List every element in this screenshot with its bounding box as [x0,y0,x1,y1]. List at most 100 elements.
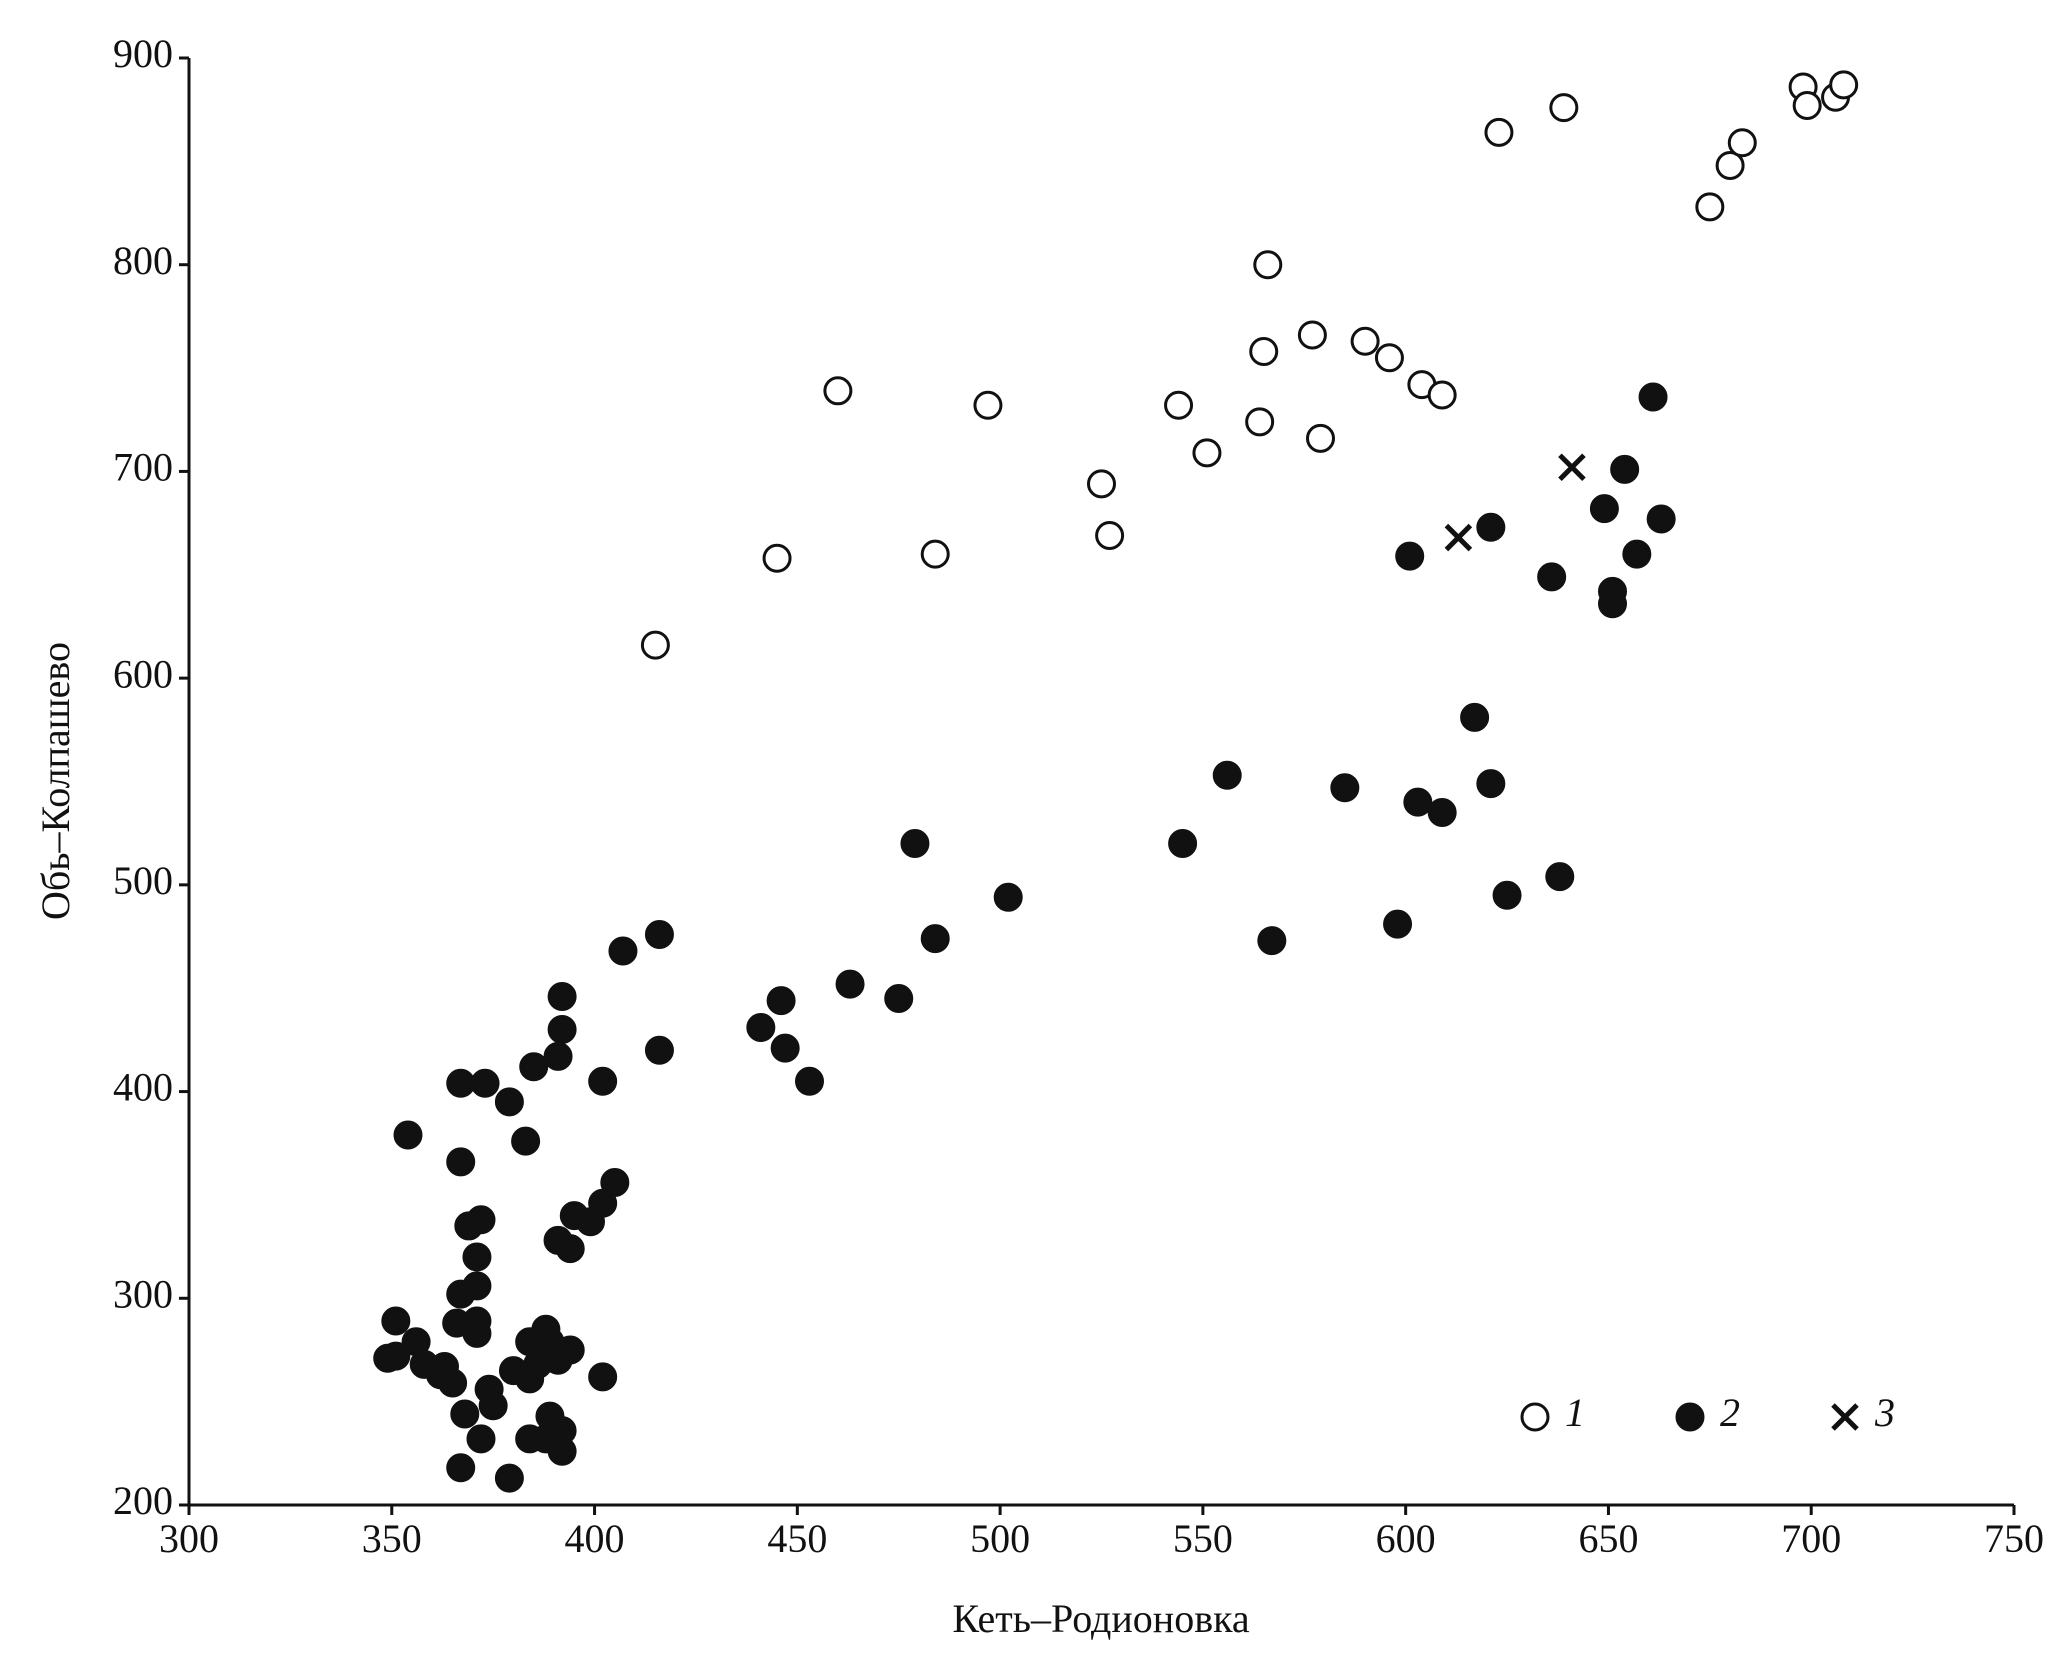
filled-point [1638,382,1668,412]
x-tick-label: 500 [970,1516,1030,1561]
filled-point [1168,829,1198,859]
filled-point [588,1066,618,1096]
y-tick-label: 400 [113,1065,173,1110]
open-point [1087,469,1116,499]
filled-point [1257,926,1287,956]
filled-point [547,1436,577,1466]
filled-point [446,1147,476,1177]
filled-point [588,1362,618,1392]
open-point [1549,93,1579,123]
filled-point [644,1035,674,1065]
open-point [1350,326,1380,356]
legend-label: 3 [1874,1390,1895,1435]
legend-label: 2 [1720,1390,1740,1435]
filled-point [1492,880,1522,910]
open-point [1164,390,1194,420]
y-tick-label: 200 [113,1478,173,1523]
open-point [1792,91,1822,121]
filled-point [608,936,638,966]
filled-point [1476,769,1506,799]
filled-point [1610,454,1640,484]
filled-point [446,1279,476,1309]
filled-point [462,1318,492,1348]
filled-point [1537,562,1567,592]
filled-point [1589,494,1619,524]
y-tick-label: 500 [113,858,173,903]
filled-point [1622,539,1652,569]
filled-point [547,1015,577,1045]
open-point [1427,380,1457,410]
filled-point [555,1234,585,1264]
legend-marker [1831,1403,1859,1431]
filled-point [1395,541,1425,571]
filled-point [511,1126,541,1156]
y-tick-label: 800 [113,238,173,283]
filled-point [993,882,1023,912]
filled-point [393,1120,423,1150]
open-point [762,543,792,573]
x-tick-label: 450 [767,1516,827,1561]
legend-marker [1520,1402,1550,1432]
x-tick-label: 600 [1376,1516,1436,1561]
open-point [1095,521,1125,551]
filled-point [462,1242,492,1272]
open-point [1715,150,1745,180]
filled-point [543,1041,573,1071]
filled-point [478,1391,508,1421]
filled-point [1427,798,1457,828]
filled-point [466,1424,496,1454]
filled-point [1646,504,1676,534]
x-tick-label: 750 [1984,1516,2044,1561]
x-marker [1558,453,1586,482]
filled-point [381,1306,411,1336]
filled-point [766,986,796,1016]
open-point [1374,343,1404,373]
open-point [823,376,853,406]
y-axis-label: Обь–Колпашево [33,642,78,920]
filled-point [450,1399,480,1429]
filled-point [1545,862,1575,892]
filled-point [1383,909,1413,939]
filled-point [644,919,674,949]
filled-point [454,1211,484,1241]
x-tick-label: 700 [1781,1516,1841,1561]
y-tick-label: 700 [113,445,173,490]
filled-point [1460,702,1490,732]
filled-point [1598,589,1627,619]
filled-point [576,1207,605,1237]
open-point [1297,320,1327,350]
filled-point [900,829,930,859]
filled-point [547,981,577,1011]
filled-point [543,1345,573,1375]
filled-point [373,1343,403,1373]
open-point [1727,128,1757,158]
x-tick-label: 400 [565,1516,625,1561]
filled-point [446,1453,476,1483]
filled-point [494,1463,524,1493]
y-tick-label: 600 [113,651,173,696]
filled-point [1212,760,1242,790]
filled-point [1403,787,1433,817]
filled-point [770,1033,800,1063]
filled-point [494,1087,524,1117]
x-tick-label: 300 [159,1516,219,1561]
filled-point [795,1066,824,1096]
filled-point [515,1424,545,1454]
x-tick-label: 650 [1578,1516,1638,1561]
filled-point [515,1364,545,1394]
legend-marker [1675,1402,1705,1432]
filled-point [446,1068,476,1098]
open-point [1245,407,1275,437]
x-tick-label: 350 [362,1516,422,1561]
legend-label: 1 [1565,1390,1585,1435]
open-point [1192,438,1222,468]
x-marker [1444,523,1473,552]
open-point [640,630,670,660]
open-point [1306,423,1335,453]
open-point [1695,192,1725,222]
x-axis-label: Кеть–Родионовка [952,1596,1250,1641]
open-point [973,390,1003,420]
open-point [1484,117,1514,147]
y-tick-label: 900 [113,31,173,76]
